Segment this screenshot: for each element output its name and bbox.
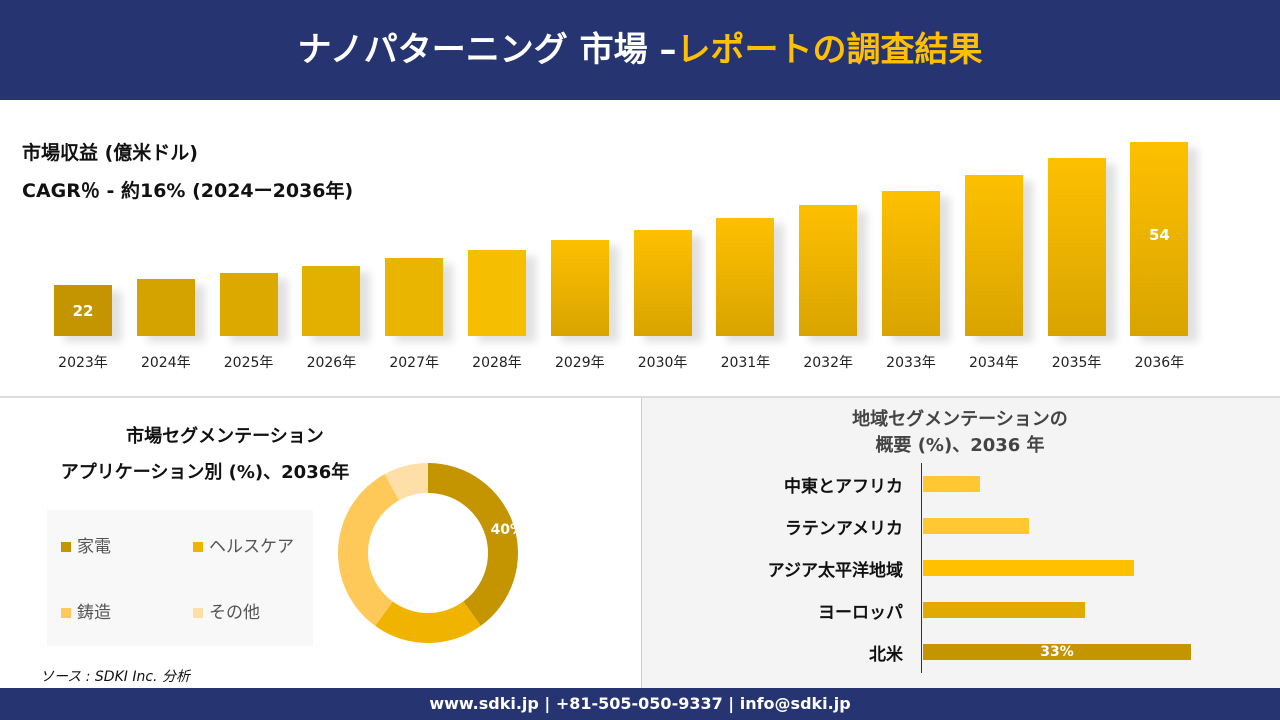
revenue-bar	[799, 205, 858, 336]
legend-swatch	[61, 608, 71, 618]
header-banner: ナノパターニング 市場 –レポートの調査結果	[0, 0, 1280, 100]
legend-label: ヘルスケア	[209, 537, 294, 557]
bar-data-label: 22	[72, 302, 94, 320]
year-label: 2024年	[140, 355, 191, 371]
donut-slice	[428, 463, 518, 626]
cagr-text: CAGR％ - 約16% (2024ー2036年)	[22, 180, 354, 202]
year-label: 2031年	[720, 355, 771, 371]
application-donut-chart: 40%	[338, 463, 525, 643]
year-label: 2034年	[968, 355, 1019, 371]
revenue-heading: 市場収益 (億米ドル)	[22, 142, 198, 164]
donut-legend: 家電 ヘルスケア鋳造 その他	[47, 510, 313, 646]
revenue-bar	[54, 285, 112, 336]
donut-slice	[384, 463, 428, 501]
legend-item: 鋳造	[61, 598, 111, 623]
year-label: 2029年	[554, 355, 605, 371]
region-bar	[923, 476, 980, 492]
revenue-bar	[716, 218, 775, 336]
legend-swatch	[61, 542, 71, 552]
year-label: 2032年	[803, 355, 853, 371]
revenue-bar	[385, 257, 444, 336]
legend-label: 家電	[77, 537, 111, 557]
legend-item: その他	[193, 598, 260, 623]
title-main: ナノパターニング 市場 –	[297, 30, 677, 70]
app-seg-subtitle: アプリケーション別 (%)、2036年	[60, 462, 350, 483]
donut-data-label: 40%	[491, 522, 525, 538]
region-label: アジア太平洋地域	[767, 561, 903, 581]
title-highlight: レポートの調査結果	[676, 30, 983, 70]
revenue-bar	[1130, 142, 1189, 336]
region-label: 中東とアフリカ	[784, 477, 903, 497]
region-label: ヨーロッパ	[818, 603, 903, 623]
region-data-label: 33%	[1040, 644, 1074, 660]
year-label: 2035年	[1051, 355, 1102, 371]
legend-label: 鋳造	[77, 603, 111, 623]
revenue-bar	[136, 278, 195, 336]
region-bar	[923, 560, 1135, 576]
revenue-bar	[633, 230, 692, 336]
year-label: 2027年	[389, 355, 439, 371]
revenue-bar	[302, 265, 361, 336]
region-seg-title: 地域セグメンテーションの	[852, 409, 1068, 430]
region-label: ラテンアメリカ	[784, 519, 903, 539]
year-label: 2036年	[1134, 355, 1185, 371]
app-seg-title: 市場セグメンテーション	[126, 426, 324, 447]
donut-slice	[338, 474, 400, 626]
region-axis	[921, 463, 922, 673]
legend-swatch	[193, 542, 203, 552]
region-panel	[641, 398, 1280, 688]
year-label: 2026年	[306, 355, 357, 371]
revenue-bar	[468, 250, 526, 336]
region-label: 北米	[869, 645, 903, 665]
legend-label: その他	[209, 603, 260, 623]
revenue-bar	[882, 191, 940, 336]
year-label: 2023年	[58, 355, 108, 371]
legend-item: ヘルスケア	[193, 532, 294, 557]
year-label: 2028年	[472, 355, 522, 371]
donut-slice	[375, 601, 481, 643]
divider	[0, 396, 1280, 398]
year-label: 2025年	[223, 355, 274, 371]
revenue-bar	[1047, 158, 1106, 336]
revenue-bar	[550, 239, 609, 336]
bar-data-label: 54	[1148, 226, 1170, 244]
legend-item: 家電	[61, 532, 111, 557]
revenue-bar	[219, 272, 278, 336]
region-bar	[923, 518, 1029, 534]
year-label: 2033年	[886, 355, 936, 371]
year-label: 2030年	[637, 355, 688, 371]
source-note: ソース : SDKI Inc. 分析	[40, 669, 190, 685]
region-bar	[923, 602, 1086, 618]
region-seg-subtitle: 概要 (%)、2036 年	[875, 435, 1045, 456]
legend-swatch	[193, 608, 203, 618]
region-bar: 33%	[923, 644, 1191, 660]
revenue-bar	[964, 175, 1023, 336]
footer-contact: www.sdki.jp | +81-505-050-9337 | info@sd…	[0, 688, 1280, 720]
